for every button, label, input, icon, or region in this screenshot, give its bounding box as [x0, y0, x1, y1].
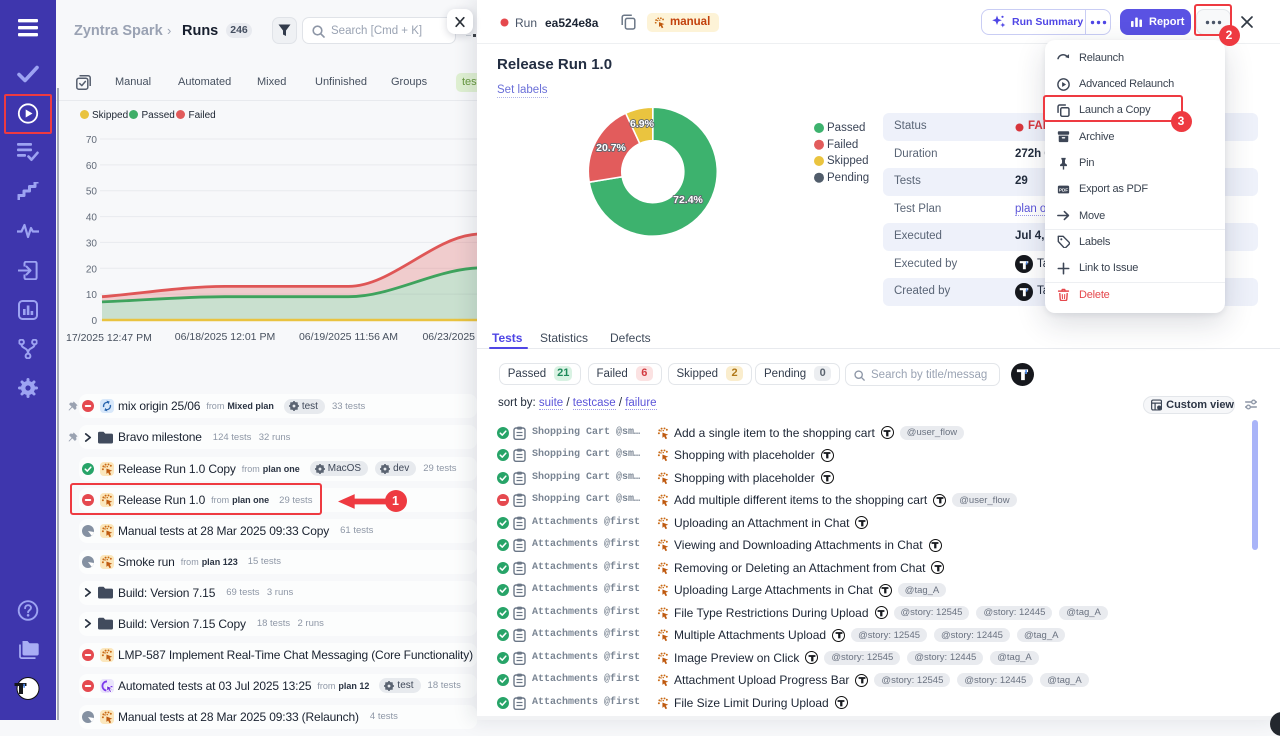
- svg-text:10: 10: [86, 290, 98, 301]
- svg-text:20: 20: [86, 264, 98, 275]
- svg-text:30: 30: [86, 238, 98, 249]
- svg-text:70: 70: [86, 135, 98, 146]
- svg-text:60: 60: [86, 161, 98, 172]
- svg-text:40: 40: [86, 213, 98, 224]
- svg-text:50: 50: [86, 187, 98, 198]
- svg-text:0: 0: [91, 316, 97, 327]
